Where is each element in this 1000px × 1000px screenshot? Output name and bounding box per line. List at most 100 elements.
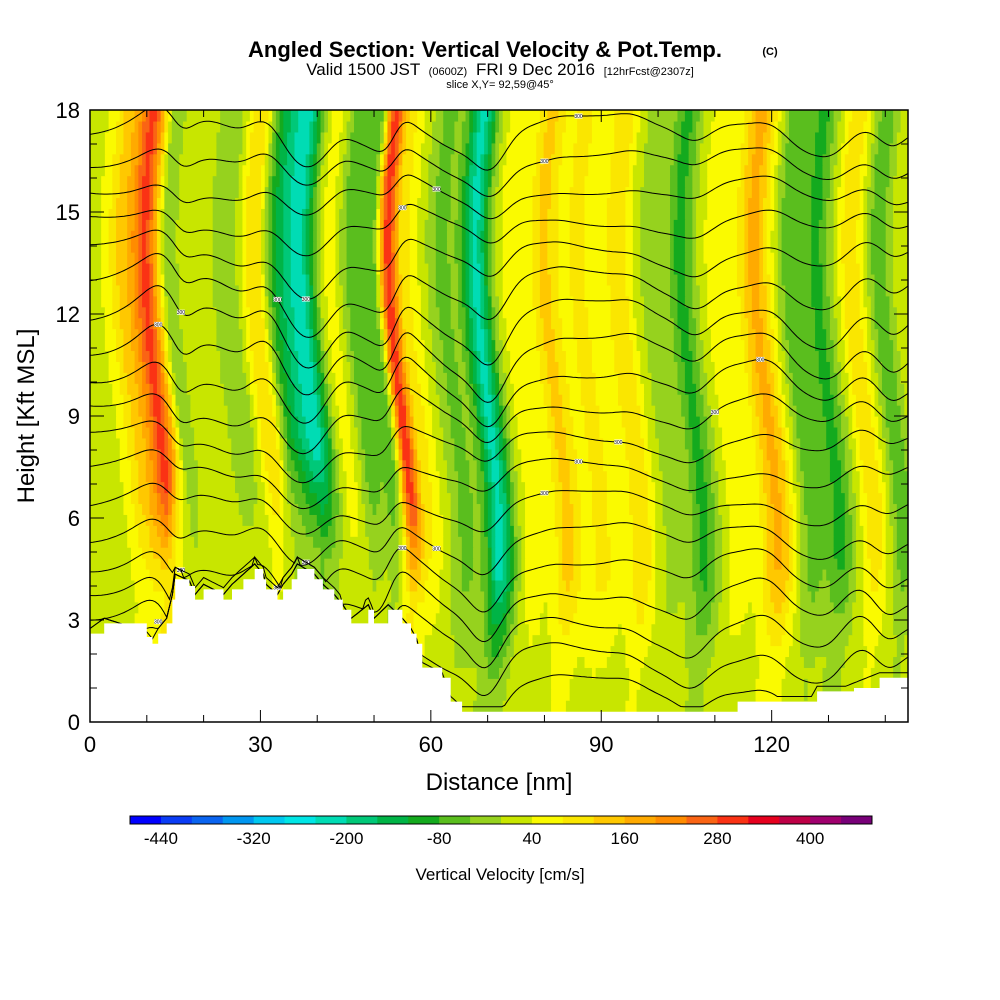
- velocity-cell: [383, 317, 389, 330]
- velocity-cell: [487, 361, 493, 373]
- velocity-cell: [651, 547, 656, 559]
- velocity-cell: [476, 164, 482, 177]
- velocity-cell: [744, 241, 749, 253]
- velocity-cell: [339, 230, 348, 242]
- velocity-cell: [342, 120, 348, 133]
- velocity-cell: [380, 284, 385, 297]
- velocity-cell: [164, 350, 169, 362]
- velocity-cell: [800, 536, 809, 548]
- velocity-cell: [692, 252, 697, 264]
- velocity-cell: [811, 186, 824, 199]
- velocity-cell: [409, 426, 415, 439]
- velocity-cell: [301, 252, 307, 264]
- velocity-cell: [443, 339, 455, 352]
- velocity-cell: [785, 459, 790, 472]
- velocity-cell: [748, 120, 757, 133]
- velocity-cell: [491, 579, 496, 592]
- velocity-cell: [446, 394, 463, 406]
- velocity-cell: [469, 263, 474, 275]
- velocity-cell: [506, 645, 515, 658]
- velocity-cell: [484, 153, 489, 166]
- velocity-cell: [640, 426, 649, 439]
- velocity-cell: [844, 339, 850, 352]
- velocity-cell: [268, 295, 273, 308]
- velocity-cell: [499, 405, 504, 417]
- velocity-cell: [499, 295, 504, 308]
- velocity-cell: [279, 295, 284, 308]
- velocity-cell: [391, 590, 400, 603]
- velocity-cell: [796, 470, 805, 483]
- velocity-cell: [606, 514, 634, 526]
- velocity-cell: [127, 372, 136, 384]
- velocity-cell: [313, 536, 336, 548]
- velocity-cell: [290, 448, 299, 461]
- velocity-cell: [562, 142, 574, 155]
- velocity-cell: [238, 317, 247, 330]
- velocity-cell: [800, 525, 809, 537]
- velocity-cell: [510, 623, 519, 636]
- velocity-cell: [376, 284, 381, 297]
- velocity-cell: [696, 142, 701, 155]
- velocity-cell: [116, 328, 125, 341]
- velocity-cell: [327, 361, 333, 373]
- velocity-cell: [766, 142, 775, 155]
- velocity-cell: [729, 547, 764, 559]
- velocity-cell: [688, 131, 697, 144]
- velocity-cell: [562, 569, 574, 581]
- velocity-cell: [584, 416, 600, 428]
- velocity-cell: [279, 142, 288, 155]
- velocity-cell: [796, 569, 801, 581]
- velocity-cell: [175, 219, 214, 231]
- y-tick-label: 12: [56, 302, 80, 327]
- velocity-cell: [335, 273, 340, 286]
- velocity-cell: [458, 492, 474, 505]
- velocity-cell: [357, 514, 366, 526]
- velocity-cell: [777, 164, 786, 177]
- velocity-cell: [829, 590, 850, 603]
- velocity-cell: [893, 470, 908, 483]
- velocity-cell: [171, 481, 177, 494]
- velocity-cell: [175, 492, 180, 505]
- velocity-cell: [703, 689, 757, 701]
- velocity-cell: [179, 175, 214, 188]
- velocity-cell: [112, 197, 117, 209]
- velocity-cell: [138, 470, 147, 483]
- isentrope-line: [90, 420, 908, 484]
- velocity-cell: [893, 131, 898, 144]
- velocity-cell: [283, 361, 292, 373]
- velocity-cell: [313, 372, 318, 384]
- velocity-cell: [844, 120, 850, 133]
- velocity-cell: [562, 131, 578, 144]
- velocity-cell: [577, 131, 593, 144]
- velocity-cell: [428, 317, 441, 330]
- velocity-cell: [164, 273, 180, 286]
- velocity-cell: [268, 481, 281, 494]
- velocity-cell: [874, 110, 883, 122]
- velocity-cell: [413, 405, 426, 417]
- velocity-cell: [725, 481, 760, 494]
- velocity-cell: [859, 284, 864, 297]
- velocity-cell: [707, 416, 712, 428]
- velocity-cell: [264, 197, 270, 209]
- velocity-cell: [885, 459, 894, 472]
- velocity-cell: [844, 164, 861, 177]
- velocity-cell: [591, 514, 608, 526]
- velocity-cell: [673, 241, 686, 253]
- velocity-cell: [365, 470, 396, 483]
- velocity-cell: [339, 208, 348, 220]
- velocity-cell: [748, 317, 753, 330]
- velocity-cell: [759, 241, 764, 253]
- velocity-cell: [510, 536, 515, 548]
- velocity-cell: [774, 273, 779, 286]
- velocity-cell: [829, 579, 850, 592]
- velocity-cell: [261, 437, 277, 450]
- velocity-cell: [101, 175, 113, 188]
- velocity-cell: [432, 350, 444, 362]
- velocity-cell: [487, 492, 493, 505]
- velocity-cell: [692, 120, 697, 133]
- velocity-cell: [833, 306, 842, 319]
- velocity-cell: [272, 230, 277, 242]
- velocity-cell: [829, 448, 838, 461]
- velocity-cell: [751, 372, 760, 384]
- velocity-cell: [506, 131, 537, 144]
